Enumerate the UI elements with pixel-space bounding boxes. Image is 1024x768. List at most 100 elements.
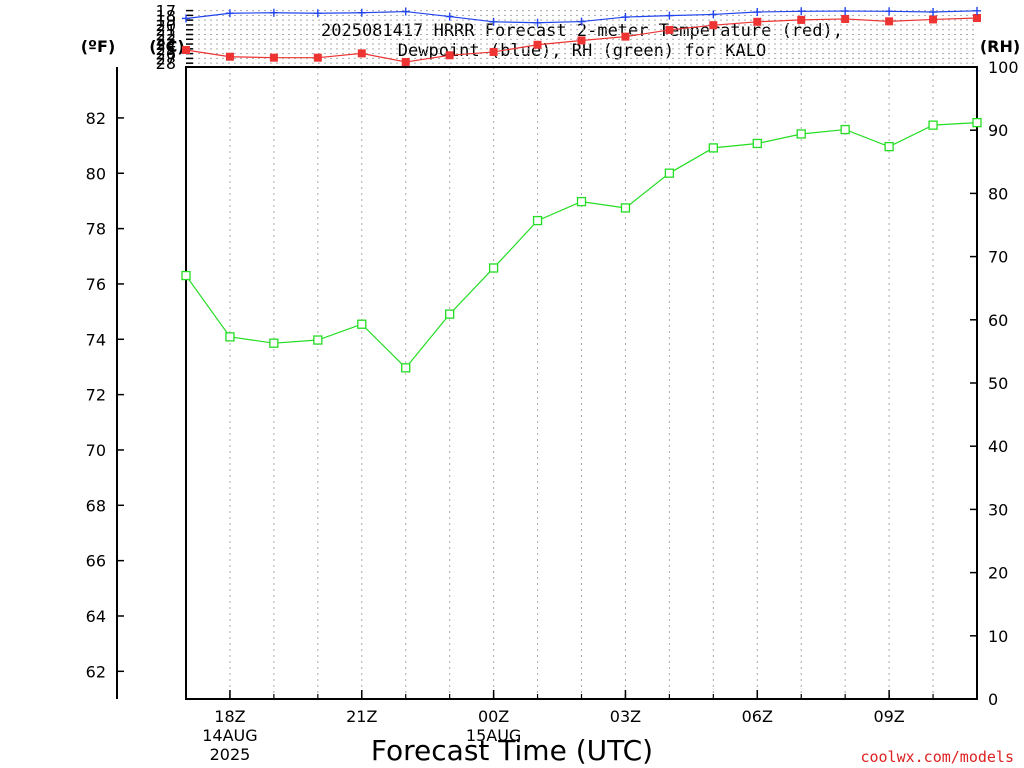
x-tick-label: 18Z: [214, 707, 245, 726]
temperature-point: [577, 36, 586, 45]
x-tick-label: 03Z: [610, 707, 641, 726]
temperature-point: [797, 15, 806, 24]
dewpoint-point: [313, 9, 322, 18]
rh-tick-label: 50: [988, 374, 1008, 393]
rh-tick-label: 70: [988, 248, 1008, 267]
x-tick-label: 00Z: [478, 707, 509, 726]
rh-point: [972, 117, 982, 128]
fahrenheit-tick-label: 82: [86, 109, 106, 128]
rh-tick-label: 40: [988, 437, 1008, 456]
series-celsius-filled-square: [182, 13, 981, 66]
rh-tick-label: 0: [988, 690, 998, 709]
series-layer: [181, 6, 982, 373]
temperature-point: [225, 52, 234, 61]
temperature-point: [357, 49, 366, 58]
celsius-tick-label: 19: [156, 11, 176, 30]
rh-tick-label: 30: [988, 500, 1008, 519]
temperature-point: [885, 17, 894, 26]
temperature-point: [665, 25, 674, 34]
temperature-point: [929, 15, 938, 24]
rh-point: [620, 203, 631, 213]
credit-label: coolwx.com/models: [860, 748, 1014, 766]
dewpoint-point: [401, 7, 410, 16]
fahrenheit-tick-label: 76: [86, 275, 106, 294]
rh-point: [664, 168, 675, 178]
dewpoint-point: [445, 12, 454, 21]
rh-tick-label: 80: [988, 184, 1008, 203]
temperature-point: [269, 53, 278, 62]
plot-frame: [185, 66, 978, 700]
rh-point: [576, 196, 587, 207]
temperature-point: [841, 14, 850, 23]
rh-tick-label: 10: [988, 627, 1008, 646]
grid-lines: [185, 10, 978, 699]
rh-point: [313, 335, 323, 345]
rh-point: [884, 141, 894, 152]
x-axis-label: Forecast Time (UTC): [371, 734, 653, 767]
temperature-point: [753, 17, 762, 26]
rh-point: [532, 215, 543, 226]
rh-tick-label: 20: [988, 564, 1008, 583]
fahrenheit-tick-label: 80: [86, 164, 106, 183]
dewpoint-point: [929, 8, 938, 17]
dewpoint-point: [357, 8, 366, 17]
rh-point: [840, 124, 850, 135]
temperature-point: [489, 47, 498, 56]
rh-tick-label: 100: [988, 58, 1019, 77]
celsius-tick-label: 22: [156, 25, 176, 44]
dewpoint-point: [225, 9, 234, 18]
x-tick-label: 09Z: [873, 707, 904, 726]
celsius-tick-label: 23: [156, 30, 176, 49]
temperature-point: [182, 46, 190, 55]
celsius-tick-label: 17: [156, 2, 176, 21]
celsius-tick-label: 24: [156, 35, 176, 54]
dewpoint-point: [973, 6, 981, 15]
x-tick-label: 2025: [210, 745, 251, 764]
x-tick-label: 14AUG: [202, 726, 257, 745]
dewpoint-point: [182, 14, 190, 23]
rh-point: [708, 143, 718, 153]
temperature-point: [445, 51, 454, 60]
temperature-point: [533, 40, 542, 49]
rh-point: [357, 319, 367, 329]
fahrenheit-tick-label: 62: [86, 662, 106, 681]
celsius-tick-label: 20: [156, 16, 176, 35]
temperature-point: [973, 13, 981, 22]
rh-point: [401, 363, 411, 373]
fahrenheit-tick-label: 78: [86, 220, 106, 239]
dewpoint-point: [797, 7, 806, 16]
celsius-tick-label: 28: [156, 54, 176, 73]
celsius-tick-label: 21: [156, 21, 176, 40]
x-tick-label: 06Z: [742, 707, 773, 726]
rh-point: [225, 332, 235, 342]
celsius-unit-label: (ºC): [149, 37, 184, 56]
fahrenheit-tick-label: 68: [86, 496, 106, 515]
dewpoint-point: [621, 13, 630, 22]
fahrenheit-tick-label: 70: [86, 441, 106, 460]
x-tick-label: 15AUG: [466, 726, 521, 745]
rh-point: [796, 129, 806, 139]
rh-point: [752, 138, 762, 149]
rh-point: [181, 270, 191, 281]
series-rh-open-square: [181, 117, 982, 373]
rh-point: [269, 338, 279, 348]
rh-point: [928, 120, 938, 130]
x-tick-label: 21Z: [346, 707, 377, 726]
rh-unit-label: (RH): [980, 37, 1020, 56]
rh-tick-label: 90: [988, 121, 1008, 140]
temperature-point: [621, 32, 630, 41]
celsius-tick-label: 27: [156, 49, 176, 68]
fahrenheit-tick-label: 64: [86, 607, 106, 626]
dewpoint-point: [489, 17, 498, 26]
celsius-tick-label: 25: [156, 40, 176, 59]
dewpoint-point: [577, 17, 586, 26]
temperature-point: [313, 53, 322, 62]
dewpoint-point: [885, 7, 894, 16]
rh-point: [488, 263, 499, 273]
dewpoint-point: [665, 11, 674, 20]
chart-subtitle: Dewpoint (blue), RH (green) for KALO: [398, 41, 766, 61]
dewpoint-point: [841, 7, 850, 16]
rh-point: [445, 309, 455, 319]
dewpoint-point: [709, 10, 718, 19]
